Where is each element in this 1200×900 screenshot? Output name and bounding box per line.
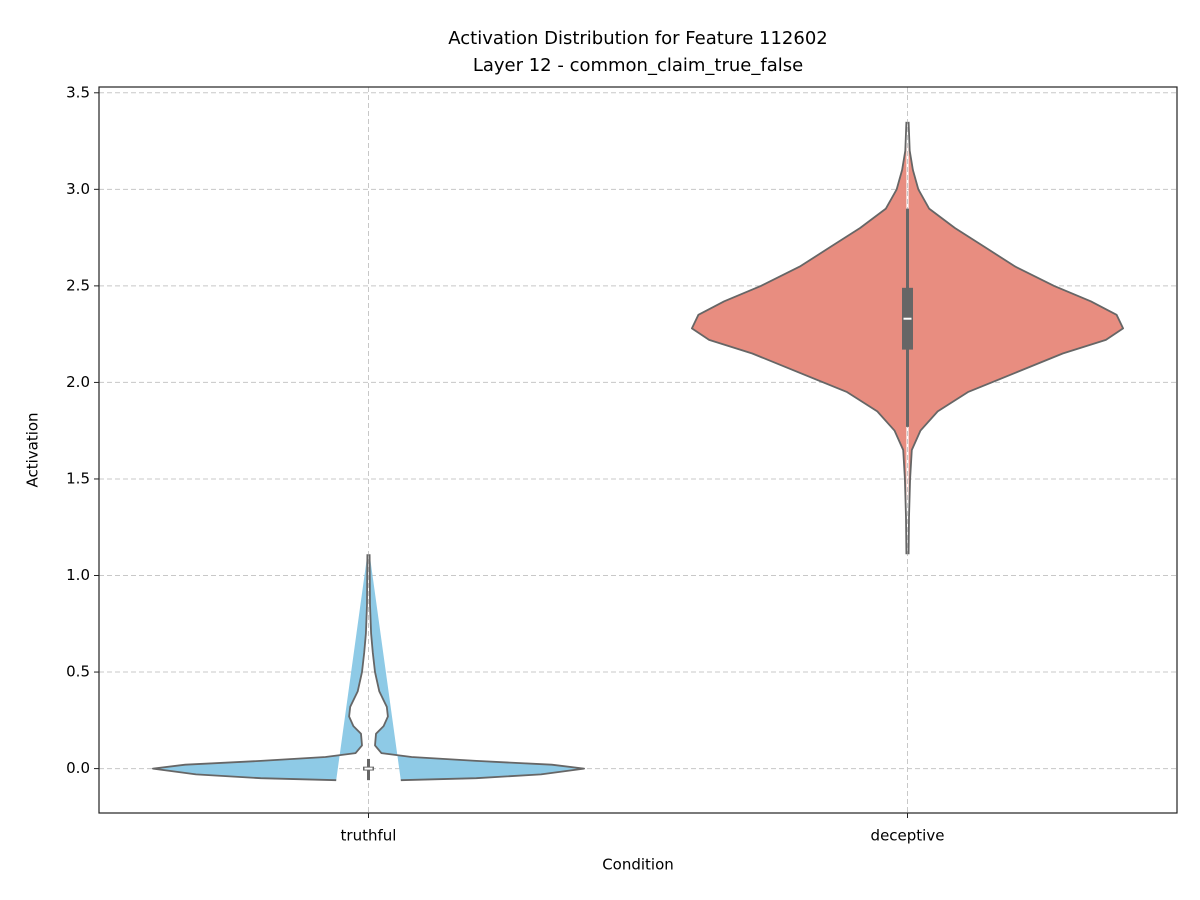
y-axis-label: Activation — [24, 412, 42, 487]
x-tick-label: truthful — [341, 827, 397, 845]
violin-body — [368, 554, 585, 782]
y-tick-label: 0.0 — [66, 759, 90, 777]
x-axis-label: Condition — [602, 856, 674, 874]
y-tick-label: 3.5 — [66, 83, 90, 101]
chart-subtitle: Layer 12 - common_claim_true_false — [473, 55, 803, 76]
y-tick-label: 3.0 — [66, 180, 90, 198]
plot-frame — [98, 86, 1178, 814]
violin-body — [907, 121, 1124, 555]
y-tick-label: 2.0 — [66, 373, 90, 391]
y-tick-label: 2.5 — [66, 276, 90, 294]
y-tick-label: 0.5 — [66, 663, 90, 681]
chart-title: Activation Distribution for Feature 1126… — [448, 28, 828, 49]
violin-body — [691, 121, 908, 555]
plot-marks — [152, 121, 1124, 782]
grid — [99, 87, 1177, 813]
y-tick-label: 1.5 — [66, 469, 90, 487]
y-tick-label: 1.0 — [66, 566, 90, 584]
violin-body — [152, 554, 369, 782]
x-tick-label: deceptive — [871, 827, 945, 845]
tick-labels: 0.0 0.5 1.0 1.5 2.0 2.5 3.0 3.5 truthful deceptiv… — [66, 83, 944, 844]
